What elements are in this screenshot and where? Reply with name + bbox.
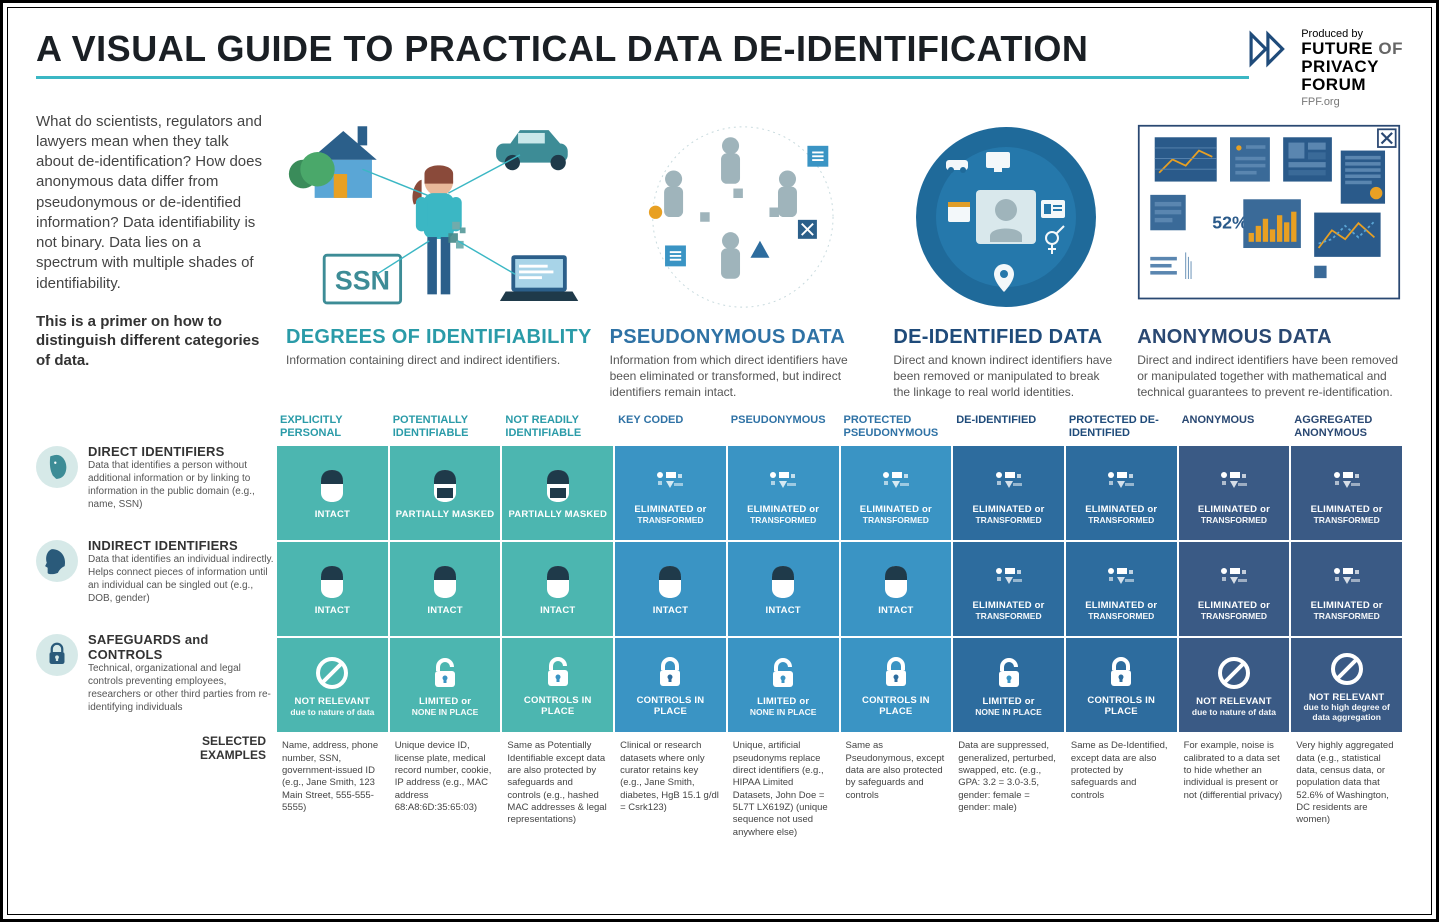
example-cell: Unique, artificial pseudonyms replace di… [728, 738, 839, 841]
section-desc-deidentified: Direct and known indirect identifiers ha… [893, 352, 1119, 401]
example-cell: Same as De-Identified, except data are a… [1066, 738, 1177, 841]
matrix-cell: ELIMINATED orTRANSFORMED [1066, 542, 1177, 636]
matrix-cell: LIMITED orNONE IN PLACE [728, 638, 839, 732]
intro-row: What do scientists, regulators and lawye… [36, 112, 1403, 401]
col-header: KEY CODED [614, 414, 727, 445]
row-desc-indirect: Data that identifies an individual indir… [88, 553, 276, 605]
title-rule [36, 76, 1249, 79]
row-indirect-identifiers: INDIRECT IDENTIFIERS Data that identifie… [36, 538, 276, 632]
producer-block: Produced by FUTURE OF PRIVACY FORUM FPF.… [1249, 28, 1403, 108]
matrix-cell: LIMITED orNONE IN PLACE [390, 638, 501, 732]
section-desc-degrees: Information containing direct and indire… [286, 352, 576, 368]
producer-url: FPF.org [1301, 96, 1403, 108]
example-cell: Unique device ID, license plate, medical… [390, 738, 501, 841]
intro-text: What do scientists, regulators and lawye… [36, 112, 266, 294]
matrix-cell: ELIMINATED orTRANSFORMED [1291, 446, 1402, 540]
matrix-cell: CONTROLS IN PLACE [615, 638, 726, 732]
row-examples-label: SELECTEDEXAMPLES [36, 734, 276, 763]
svg-text:52%: 52% [1213, 212, 1249, 232]
section-anonymous: 52% ANONYMOUS DATA Direct and indirect i… [1137, 112, 1403, 401]
matrix-cell: INTACT [277, 542, 388, 636]
example-cell: Same as Potentially Identifiable except … [502, 738, 613, 841]
col-header: PROTECTED PSEUDONYMOUS [840, 414, 953, 445]
section-title-pseudonymous: PSEUDONYMOUS DATA [610, 326, 876, 349]
degrees-illustration: SSN [286, 112, 592, 322]
matrix-cell: ELIMINATED orTRANSFORMED [1179, 446, 1290, 540]
page-title: A VISUAL GUIDE TO PRACTICAL DATA DE-IDEN… [36, 28, 1249, 70]
col-header: DE-IDENTIFIED [952, 414, 1065, 445]
matrix-cell: CONTROLS IN PLACE [1066, 638, 1177, 732]
section-desc-anonymous: Direct and indirect identifiers have bee… [1137, 352, 1403, 401]
matrix-cell: NOT RELEVANTdue to high degree of data a… [1291, 638, 1402, 732]
pseudonymous-illustration [610, 112, 876, 322]
matrix-cell: PARTIALLY MASKED [390, 446, 501, 540]
matrix-cell: CONTROLS IN PLACE [502, 638, 613, 732]
section-title-anonymous: ANONYMOUS DATA [1137, 326, 1403, 349]
example-cell: Very highly aggregated data (e.g., stati… [1291, 738, 1402, 841]
deidentified-illustration [893, 112, 1119, 322]
lock-icon [36, 634, 78, 676]
grid: EXPLICITLY PERSONALPOTENTIALLY IDENTIFIA… [276, 414, 1403, 842]
matrix-cell: ELIMINATED orTRANSFORMED [728, 446, 839, 540]
matrix-cell: ELIMINATED orTRANSFORMED [953, 542, 1064, 636]
section-desc-pseudonymous: Information from which direct identifier… [610, 352, 876, 401]
example-cell: Same as Pseudonymous, except data are al… [841, 738, 952, 841]
producer-name: FUTURE OF PRIVACY FORUM [1301, 40, 1403, 94]
row-direct-identifiers: DIRECT IDENTIFIERS Data that identifies … [36, 444, 276, 538]
col-header: ANONYMOUS [1178, 414, 1291, 445]
example-cell: Clinical or research datasets where only… [615, 738, 726, 841]
matrix: DIRECT IDENTIFIERS Data that identifies … [36, 414, 1403, 842]
row-desc-safeguards: Technical, organizational and legal cont… [88, 662, 276, 714]
col-header: POTENTIALLY IDENTIFIABLE [389, 414, 502, 445]
matrix-cell: NOT RELEVANTdue to nature of data [277, 638, 388, 732]
matrix-cell: ELIMINATED orTRANSFORMED [1179, 542, 1290, 636]
anonymous-illustration: 52% [1137, 112, 1403, 322]
intro-primer: This is a primer on how to distinguish d… [36, 312, 266, 371]
section-title-deidentified: DE-IDENTIFIED DATA [893, 326, 1119, 349]
matrix-cell: ELIMINATED orTRANSFORMED [953, 446, 1064, 540]
matrix-cell: ELIMINATED orTRANSFORMED [1066, 446, 1177, 540]
matrix-cell: NOT RELEVANTdue to nature of data [1179, 638, 1290, 732]
matrix-cell: CONTROLS IN PLACE [841, 638, 952, 732]
section-deidentified: DE-IDENTIFIED DATA Direct and known indi… [893, 112, 1119, 401]
section-title-degrees: DEGREES OF IDENTIFIABILITY [286, 326, 592, 349]
matrix-cell: INTACT [841, 542, 952, 636]
col-header: EXPLICITLY PERSONAL [276, 414, 389, 445]
row-title-indirect: INDIRECT IDENTIFIERS [88, 538, 276, 553]
matrix-cell: INTACT [502, 542, 613, 636]
matrix-cell: ELIMINATED orTRANSFORMED [615, 446, 726, 540]
matrix-cell: ELIMINATED orTRANSFORMED [841, 446, 952, 540]
matrix-cell: PARTIALLY MASKED [502, 446, 613, 540]
face-profile-icon [36, 446, 78, 488]
col-header: NOT READILY IDENTIFIABLE [501, 414, 614, 445]
row-title-safeguards: SAFEGUARDS and CONTROLS [88, 632, 276, 662]
matrix-cell: INTACT [728, 542, 839, 636]
col-header: PROTECTED DE-IDENTIFIED [1065, 414, 1178, 445]
example-cell: For example, noise is calibrated to a da… [1179, 738, 1290, 841]
head-silhouette-icon [36, 540, 78, 582]
header: A VISUAL GUIDE TO PRACTICAL DATA DE-IDEN… [36, 28, 1403, 108]
row-safeguards: SAFEGUARDS and CONTROLS Technical, organ… [36, 632, 276, 726]
section-pseudonymous: PSEUDONYMOUS DATA Information from which… [610, 112, 876, 401]
row-desc-direct: Data that identifies a person without ad… [88, 459, 276, 511]
col-header: AGGREGATED ANONYMOUS [1290, 414, 1403, 445]
example-cell: Data are suppressed, generalized, pertur… [953, 738, 1064, 841]
section-degrees: SSN [286, 112, 592, 401]
row-title-direct: DIRECT IDENTIFIERS [88, 444, 276, 459]
matrix-cell: ELIMINATED orTRANSFORMED [1291, 542, 1402, 636]
example-cell: Name, address, phone number, SSN, govern… [277, 738, 388, 841]
matrix-cell: INTACT [277, 446, 388, 540]
fpf-logo-icon [1249, 28, 1291, 70]
col-header: PSEUDONYMOUS [727, 414, 840, 445]
matrix-cell: LIMITED orNONE IN PLACE [953, 638, 1064, 732]
matrix-cell: INTACT [615, 542, 726, 636]
svg-text:SSN: SSN [335, 265, 390, 295]
matrix-cell: INTACT [390, 542, 501, 636]
